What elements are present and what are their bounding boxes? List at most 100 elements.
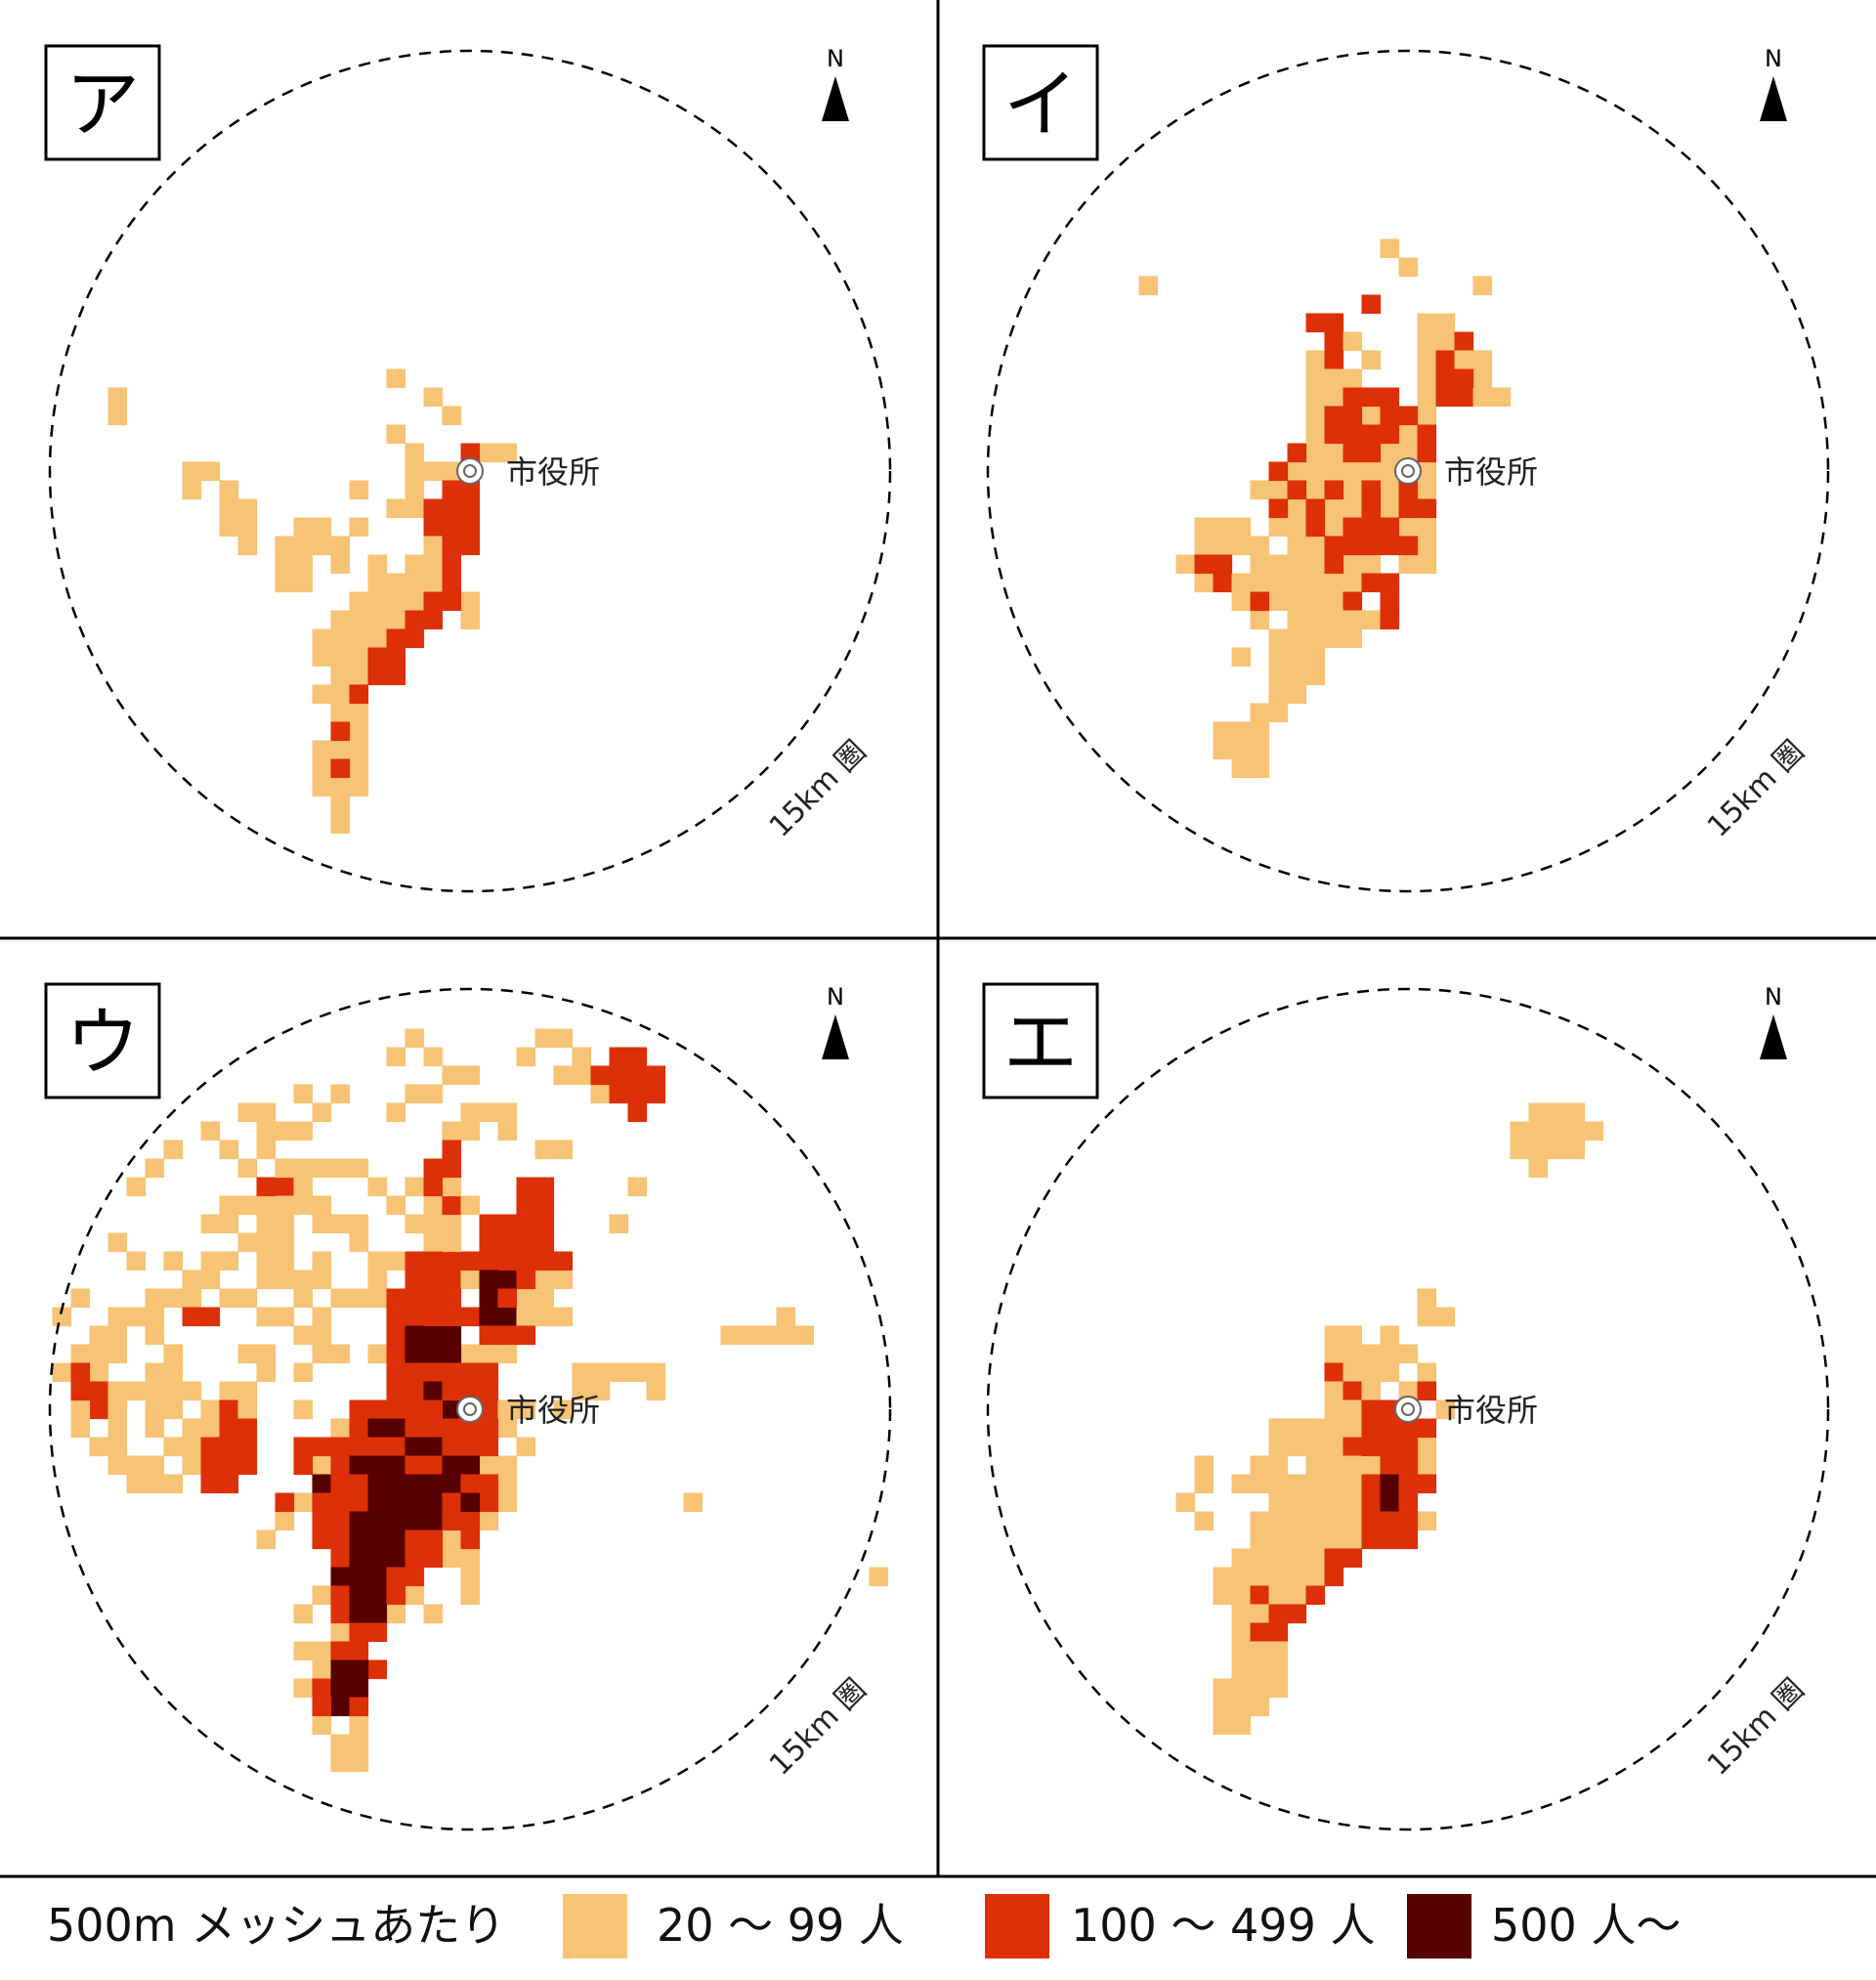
mesh-cell-low: [1268, 666, 1289, 686]
city-hall-icon: [1394, 457, 1422, 485]
mesh-cell-high: [479, 1307, 499, 1327]
mesh-cell-low: [1417, 331, 1437, 352]
mesh-cell-mid: [497, 1232, 518, 1253]
mesh-cell-mid: [442, 1158, 462, 1179]
mesh-cell-low: [293, 1492, 314, 1513]
mesh-cell-low: [516, 1288, 536, 1309]
mesh-cell-mid: [1250, 591, 1270, 612]
mesh-cell-mid: [423, 1307, 444, 1327]
mesh-cell-low: [1250, 480, 1270, 500]
15km-radius-ring: [48, 987, 892, 1831]
mesh-cell-low: [1380, 443, 1400, 463]
mesh-cell-low: [794, 1325, 815, 1346]
mesh-cell-mid: [460, 443, 481, 463]
mesh-cell-low: [1231, 573, 1252, 593]
mesh-cell-low: [70, 1418, 91, 1439]
mesh-cell-low: [312, 1102, 332, 1123]
mesh-cell-mid: [349, 1474, 369, 1494]
mesh-cell-low: [1250, 1604, 1270, 1624]
mesh-cell-low: [1287, 1567, 1307, 1587]
mesh-cell-low: [1398, 517, 1419, 538]
mesh-cell-low: [1565, 1140, 1586, 1160]
mesh-cell-low: [553, 1140, 574, 1160]
panel-label: ア: [65, 61, 140, 148]
north-arrow-icon: [822, 1014, 849, 1059]
city-hall-marker: 市役所: [456, 453, 600, 491]
mesh-cell-mid: [1380, 517, 1400, 538]
mesh-cell-mid: [609, 1084, 629, 1104]
mesh-cell-low: [1361, 1381, 1382, 1401]
mesh-cell-mid: [1343, 591, 1363, 612]
mesh-cell-low: [293, 536, 314, 556]
mesh-cell-mid: [442, 517, 462, 538]
mesh-cell-mid: [1417, 1474, 1437, 1494]
mesh-cell-mid: [1398, 480, 1419, 500]
mesh-cell-high: [423, 1325, 444, 1346]
mesh-cell-low: [590, 1362, 611, 1383]
mesh-cell-low: [1324, 498, 1344, 519]
mesh-cell-low: [497, 1344, 518, 1364]
mesh-cell-low: [1305, 591, 1326, 612]
mesh-cell-mid: [1268, 1622, 1289, 1643]
mesh-cell-low: [126, 1455, 147, 1476]
mesh-cell-low: [312, 1158, 332, 1179]
mesh-cell-low: [534, 1307, 555, 1327]
mesh-cell-mid: [405, 1270, 425, 1290]
mesh-cell-mid: [479, 1381, 499, 1401]
mesh-cell-mid: [312, 1529, 332, 1550]
mesh-cell-low: [1324, 1381, 1344, 1401]
mesh-cell-mid: [423, 498, 444, 519]
mesh-cell-mid: [1380, 1455, 1400, 1476]
mesh-cell-mid: [386, 1567, 406, 1587]
mesh-cell-low: [275, 1214, 295, 1234]
mesh-cell-low: [1435, 1399, 1456, 1420]
mesh-cell-low: [312, 1715, 332, 1736]
north-arrow-icon: [1760, 76, 1787, 121]
mesh-cell-low: [590, 1084, 611, 1104]
mesh-cell-low: [1324, 573, 1344, 593]
legend-title: 500m メッシュあたり: [47, 1899, 505, 1952]
mesh-cell-low: [107, 387, 128, 408]
mesh-cell-mid: [405, 1548, 425, 1569]
mesh-cell-low: [256, 1195, 277, 1216]
mesh-cell-low: [1343, 573, 1363, 593]
mesh-cell-low: [312, 1307, 332, 1327]
mesh-cell-low: [1250, 1474, 1270, 1494]
mesh-cell-mid: [219, 1437, 239, 1457]
mesh-cell-mid: [1380, 1511, 1400, 1531]
mesh-cell-mid: [1361, 1511, 1382, 1531]
mesh-cell-low: [330, 666, 351, 686]
mesh-cell-low: [330, 1752, 351, 1773]
mesh-cell-low: [349, 666, 369, 686]
mesh-cell-low: [367, 1288, 388, 1309]
mesh-cell-mid: [460, 536, 481, 556]
mesh-cell-low: [367, 1344, 388, 1364]
mesh-cell-low: [516, 1047, 536, 1067]
mesh-cell-mid: [423, 1251, 444, 1271]
mesh-cell-low: [219, 1381, 239, 1401]
mesh-cell-low: [1250, 1697, 1270, 1717]
mesh-cell-low: [312, 1251, 332, 1271]
mesh-cell-low: [312, 1270, 332, 1290]
mesh-cell-low: [163, 1288, 184, 1309]
mesh-cell-low: [497, 443, 518, 463]
mesh-cell-mid: [479, 1362, 499, 1383]
mesh-cell-high: [349, 1529, 369, 1550]
mesh-cell-mid: [534, 1251, 555, 1271]
mesh-cell-low: [1250, 1678, 1270, 1699]
mesh-cell-low: [1417, 313, 1437, 333]
mesh-cell-mid: [312, 1492, 332, 1513]
mesh-cell-mid: [1361, 536, 1382, 556]
mesh-cell-low: [1380, 480, 1400, 500]
mesh-cell-low: [553, 1399, 574, 1420]
mesh-cell-low: [423, 1195, 444, 1216]
mesh-cell-low: [293, 1641, 314, 1661]
mesh-cell-low: [386, 1047, 406, 1067]
mesh-cell-mid: [442, 1381, 462, 1401]
mesh-cell-mid: [386, 1307, 406, 1327]
mesh-cell-low: [1231, 1659, 1252, 1680]
mesh-cell-mid: [1380, 1529, 1400, 1550]
mesh-cell-low: [1305, 628, 1326, 649]
mesh-cell-mid: [479, 1474, 499, 1494]
mesh-cell-low: [330, 1214, 351, 1234]
